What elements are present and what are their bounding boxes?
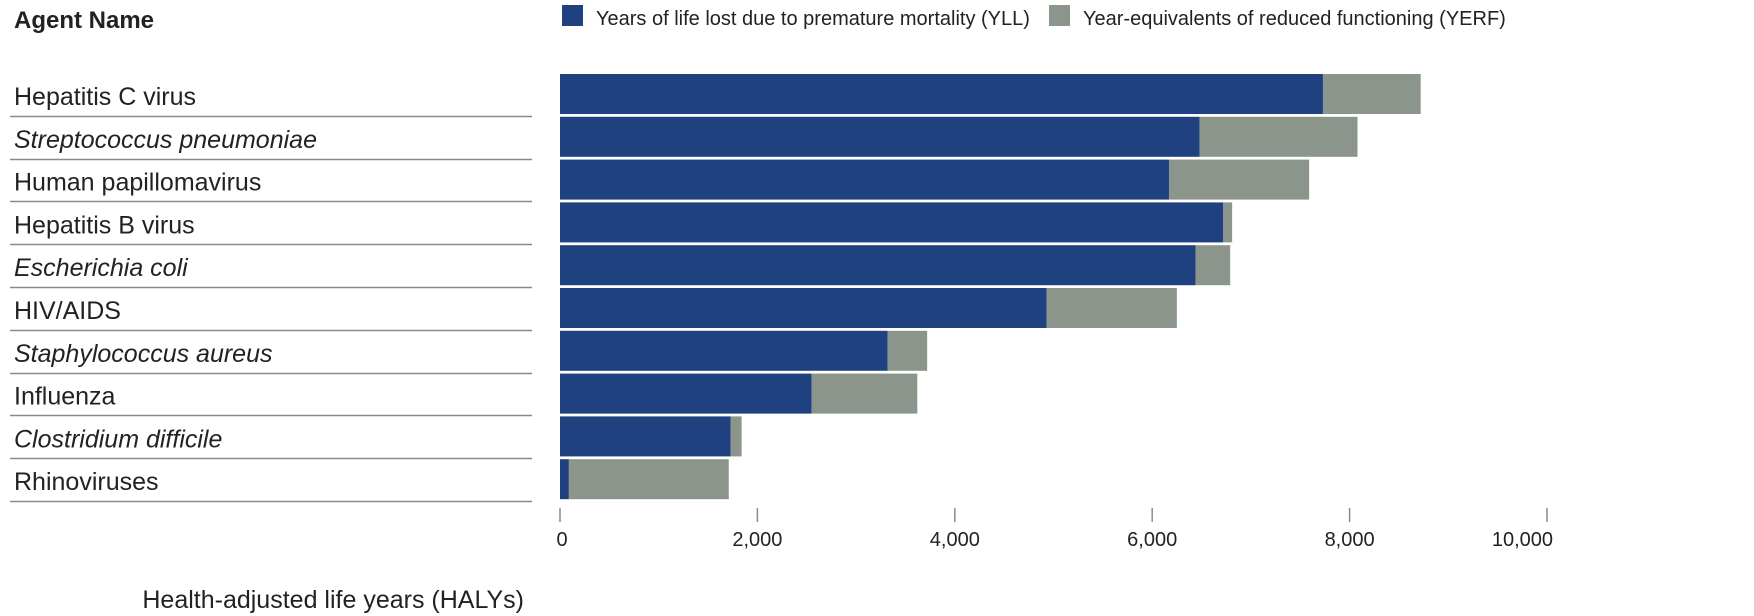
bar-yll-staphylococcus-aureus (560, 330, 888, 371)
legend-label-1: Years of life lost due to premature mort… (596, 8, 1030, 30)
x-tick-label: 2,000 (732, 529, 782, 551)
row-separators (10, 115, 532, 503)
bar-yerf-influenza (811, 373, 918, 414)
bar-yerf-rhinoviruses (568, 459, 729, 500)
bar-yerf-hepatitis-b-virus (1223, 202, 1233, 243)
category-label-staphylococcus-aureus: Staphylococcus aureus (14, 340, 272, 368)
bar-yll-clostridium-difficile (560, 416, 731, 457)
bar-yll-influenza (560, 373, 812, 414)
bar-yll-hepatitis-c-virus (560, 74, 1323, 114)
bar-yll-streptococcus-pneumoniae (560, 116, 1200, 157)
bar-yerf-hiv-aids (1046, 288, 1177, 328)
bar-yll-rhinoviruses (560, 459, 569, 500)
category-label-rhinoviruses: Rhinoviruses (14, 468, 159, 496)
x-tick-label: 0 (556, 529, 567, 551)
x-tick-label: 8,000 (1325, 529, 1375, 551)
legend: Years of life lost due to premature mort… (562, 5, 1506, 30)
bar-yerf-streptococcus-pneumoniae (1199, 116, 1358, 157)
legend-swatch-1 (562, 5, 583, 26)
legend-label-2: Year-equivalents of reduced functioning … (1083, 8, 1506, 30)
category-labels: Hepatitis C virus Streptococcus pneumonia… (14, 83, 317, 496)
bar-yerf-escherichia-coli (1195, 245, 1231, 286)
bars (560, 74, 1421, 500)
bar-yerf-hepatitis-c-virus (1322, 74, 1421, 114)
category-label-escherichia-coli: Escherichia coli (14, 254, 189, 282)
legend-swatch-2 (1049, 5, 1070, 26)
bar-yll-hiv-aids (560, 288, 1047, 328)
x-tick-label: 10,000 (1492, 529, 1553, 551)
category-label-hepatitis-c-virus: Hepatitis C virus (14, 83, 196, 111)
x-axis: 0 2,000 4,000 6,000 8,000 10,000 (556, 508, 1553, 551)
category-label-clostridium-difficile: Clostridium difficile (14, 425, 222, 453)
bar-yll-hepatitis-b-virus (560, 202, 1224, 243)
x-tick-label: 6,000 (1127, 529, 1177, 551)
bar-yerf-human-papillomavirus (1168, 159, 1310, 200)
bar-yll-escherichia-coli (560, 245, 1196, 286)
x-tick-label: 4,000 (930, 529, 980, 551)
category-header: Agent Name (14, 7, 154, 34)
category-label-hepatitis-b-virus: Hepatitis B virus (14, 211, 195, 239)
category-label-hiv-aids: HIV/AIDS (14, 297, 121, 325)
bar-yerf-clostridium-difficile (730, 416, 742, 457)
bar-yll-human-papillomavirus (560, 159, 1169, 200)
category-label-streptococcus-pneumoniae: Streptococcus pneumoniae (14, 126, 317, 154)
category-label-human-papillomavirus: Human papillomavirus (14, 169, 261, 197)
bar-yerf-staphylococcus-aureus (887, 330, 928, 371)
x-axis-title: Health-adjusted life years (HALYs) (142, 586, 524, 614)
category-label-influenza: Influenza (14, 383, 116, 411)
